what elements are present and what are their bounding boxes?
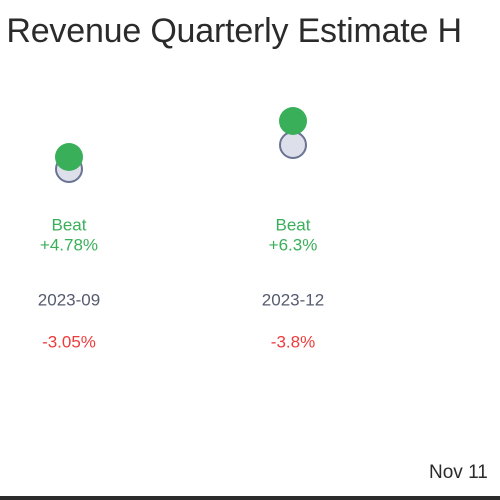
change-percent-label: -3.05% (42, 332, 96, 351)
beat-status-label: Beat (276, 215, 311, 234)
change-percent-label: -3.8% (271, 332, 315, 351)
actual-point (279, 107, 307, 135)
surprise-percent-label: +4.78% (40, 235, 98, 254)
bottom-border (0, 496, 500, 500)
beat-status-label: Beat (52, 215, 87, 234)
period-label: 2023-12 (262, 290, 324, 309)
actual-point (55, 143, 83, 171)
chart-title: ) Revenue Quarterly Estimate H (0, 12, 462, 50)
surprise-percent-label: +6.3% (269, 235, 318, 254)
period-label: 2023-09 (38, 290, 100, 309)
estimate-point (279, 131, 307, 159)
footer-date: Nov 11 (429, 462, 488, 483)
